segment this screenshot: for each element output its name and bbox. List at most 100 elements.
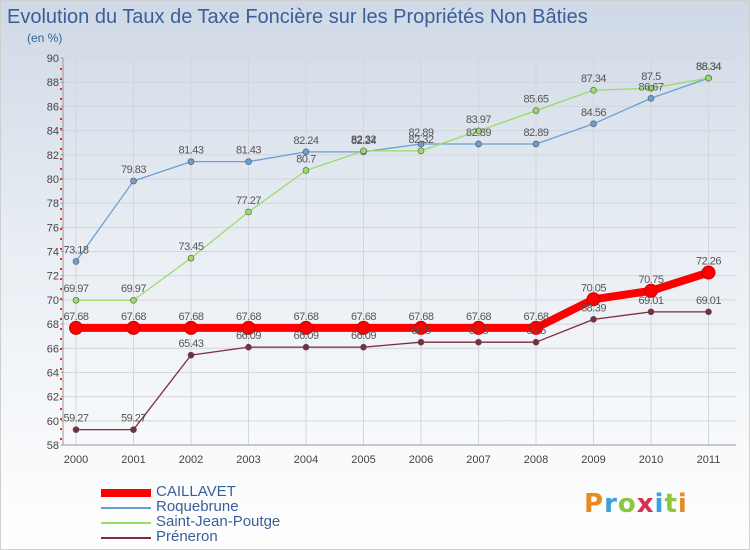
data-label-1: 84.56 — [581, 107, 606, 119]
series-point-0 — [126, 320, 141, 335]
data-label-1: 79.83 — [121, 164, 146, 176]
series-point-0 — [529, 320, 543, 335]
series-point-0 — [414, 320, 428, 335]
series-line-0 — [76, 268, 710, 332]
minor-tick — [60, 308, 62, 310]
series-line-1 — [75, 77, 709, 262]
series-point-1 — [590, 120, 597, 128]
series-point-2 — [245, 208, 252, 216]
data-label-3: 66.09 — [351, 330, 376, 342]
y-tick-label: 78 — [47, 198, 59, 210]
series-point-2 — [417, 147, 425, 155]
brand-letter: o — [617, 489, 637, 519]
series-point-2 — [532, 107, 540, 114]
data-label-1: 82.24 — [351, 135, 376, 147]
data-label-3: 68.39 — [581, 302, 606, 314]
data-label-0: 67.68 — [293, 311, 318, 323]
series-point-2 — [647, 84, 655, 92]
chart-subtitle: (en %) — [27, 31, 63, 45]
data-label-1: 86.67 — [638, 81, 663, 93]
minor-tick — [60, 148, 62, 150]
chart-title: Evolution du Taux de Taxe Foncière sur l… — [7, 6, 588, 28]
x-tick-label: 2004 — [294, 454, 318, 466]
series-point-0 — [644, 283, 658, 298]
data-label-0: 70.75 — [638, 274, 663, 286]
legend-swatch-caillavet — [101, 489, 151, 497]
minor-tick — [60, 368, 62, 370]
x-tick-label: 2010 — [639, 454, 663, 466]
data-label-2: 85.65 — [523, 94, 548, 106]
y-tick-label: 82 — [47, 150, 59, 162]
series-point-3 — [187, 351, 195, 359]
series-point-3 — [360, 343, 367, 351]
minor-tick — [60, 158, 62, 160]
series-point-3 — [647, 308, 655, 316]
minor-tick — [60, 128, 62, 130]
proxiti-logo: Proxiti — [584, 489, 688, 519]
data-label-3: 66.09 — [293, 330, 318, 342]
data-label-2: 80.7 — [296, 153, 316, 165]
minor-tick — [60, 258, 62, 260]
y-tick-label: 66 — [47, 343, 59, 355]
x-tick-label: 2005 — [351, 454, 375, 466]
minor-tick — [60, 328, 62, 330]
series-point-3 — [705, 308, 712, 316]
minor-tick — [60, 168, 62, 170]
data-label-1: 88.34 — [696, 61, 721, 73]
data-label-2: 83.97 — [466, 114, 491, 126]
data-label-1: 82.89 — [523, 127, 548, 139]
data-label-3: 66.5 — [526, 325, 546, 337]
series-point-0 — [586, 292, 601, 307]
data-label-3: 69.01 — [696, 295, 721, 307]
minor-tick — [60, 268, 62, 270]
series-point-1 — [72, 258, 80, 265]
minor-tick — [60, 98, 62, 100]
y-tick-label: 62 — [47, 392, 59, 404]
x-tick-label: 2001 — [121, 454, 145, 466]
series-point-3 — [245, 343, 252, 351]
minor-tick — [60, 278, 62, 280]
series-point-3 — [302, 343, 310, 351]
series-point-3 — [590, 316, 597, 323]
x-tick-label: 2009 — [581, 454, 605, 466]
series-point-2 — [187, 254, 195, 262]
x-tick-label: 2007 — [466, 454, 490, 466]
minor-tick — [60, 208, 62, 210]
series-point-2 — [72, 296, 80, 304]
minor-tick — [60, 178, 62, 180]
minor-tick — [60, 118, 62, 120]
series-point-1 — [130, 177, 137, 185]
minor-tick — [60, 398, 62, 400]
series-point-2 — [302, 167, 310, 174]
series-point-3 — [475, 338, 482, 346]
legend-swatch-preneron — [101, 537, 151, 539]
data-label-3: 59.27 — [121, 413, 146, 425]
axis-layer: 58 60 62 64 66 68 70 72 74 76 78 80 82 84 86 88 90 2000 20… — [47, 53, 736, 466]
series-line-2 — [76, 77, 709, 301]
minor-tick — [60, 388, 62, 390]
series-point-1 — [647, 94, 655, 102]
minor-tick — [60, 438, 62, 440]
minor-tick — [60, 318, 62, 320]
series-point-2 — [130, 296, 137, 304]
brand-letter: r — [604, 489, 618, 519]
minor-tick — [60, 418, 62, 420]
data-label-3: 66.09 — [236, 330, 261, 342]
x-tick-label: 2003 — [236, 454, 260, 466]
minor-tick — [60, 218, 62, 220]
data-label-0: 67.68 — [63, 311, 88, 323]
data-label-2: 73.45 — [178, 241, 203, 253]
series-point-1 — [302, 148, 310, 156]
legend-item-saint-jean-poutge: Saint-Jean-Poutge — [101, 513, 361, 530]
x-tick-label: 2000 — [64, 454, 88, 466]
data-label-1: 82.89 — [466, 127, 491, 139]
minor-tick — [60, 238, 62, 240]
data-label-2: 88.34 — [696, 61, 721, 73]
series-point-0 — [299, 320, 313, 335]
series-point-0 — [471, 320, 486, 335]
brand-letter: x — [636, 489, 655, 519]
legend-item-roquebrune: Roquebrune — [101, 498, 361, 515]
series-point-1 — [245, 158, 252, 165]
minor-tick — [60, 408, 62, 410]
